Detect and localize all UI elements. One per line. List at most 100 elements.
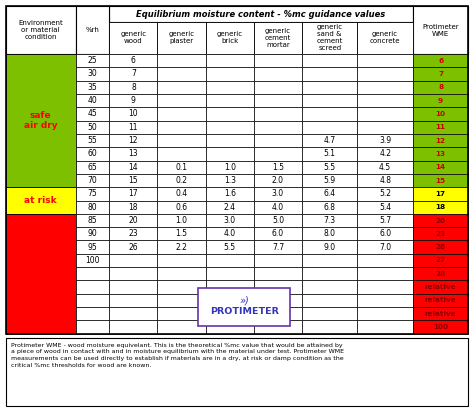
Text: 7: 7 (131, 70, 136, 78)
Bar (254, 214, 302, 227)
Bar (357, 121, 413, 134)
Bar (357, 54, 413, 67)
Text: 3.9: 3.9 (379, 136, 391, 145)
Text: 17: 17 (436, 191, 446, 197)
Text: generic
wood: generic wood (120, 31, 146, 44)
Text: 5.7: 5.7 (379, 216, 391, 225)
Bar (109, 121, 157, 134)
Text: Protimeter WME - wood moisture equivelant. This is the theoretical %mc value tha: Protimeter WME - wood moisture equivelan… (11, 343, 345, 368)
Bar (109, 281, 157, 294)
Text: 1.6: 1.6 (224, 190, 236, 198)
Bar (199, 288, 290, 326)
Text: 7: 7 (438, 71, 443, 77)
Text: 5.5: 5.5 (324, 163, 336, 172)
Bar (357, 267, 413, 281)
Bar (302, 107, 357, 121)
Bar (109, 67, 157, 81)
Bar (6, 187, 76, 214)
Text: 90: 90 (88, 229, 97, 238)
Text: 13: 13 (436, 151, 446, 157)
Text: 6.0: 6.0 (379, 229, 391, 238)
Text: generic
cement
mortar: generic cement mortar (265, 28, 291, 48)
Bar (109, 174, 157, 187)
Bar (76, 6, 109, 54)
Text: 8: 8 (131, 83, 136, 92)
Bar (302, 214, 357, 227)
Text: 2.2: 2.2 (176, 243, 188, 252)
Bar (413, 281, 468, 294)
Bar (357, 147, 413, 161)
Text: 1.5: 1.5 (175, 229, 188, 238)
Bar (357, 281, 413, 294)
Bar (76, 67, 109, 81)
Bar (357, 134, 413, 147)
Bar (254, 241, 302, 254)
Text: 4.0: 4.0 (272, 203, 284, 212)
Text: 2.0: 2.0 (272, 176, 284, 185)
Bar (302, 81, 357, 94)
Bar (302, 241, 357, 254)
Bar (413, 147, 468, 161)
Text: 15: 15 (128, 176, 138, 185)
Text: 0.4: 0.4 (175, 190, 188, 198)
Text: 10: 10 (436, 111, 446, 117)
Text: 65: 65 (88, 163, 97, 172)
Bar (413, 94, 468, 107)
Text: 14: 14 (128, 163, 138, 172)
Text: 5.1: 5.1 (324, 150, 336, 158)
Text: 11: 11 (128, 123, 138, 132)
Bar (357, 201, 413, 214)
Text: 25: 25 (88, 56, 97, 65)
Bar (157, 267, 206, 281)
Text: 5.0: 5.0 (272, 216, 284, 225)
Bar (413, 227, 468, 241)
Bar (413, 134, 468, 147)
Text: generic
concrete: generic concrete (370, 31, 401, 44)
Text: 1.0: 1.0 (175, 216, 188, 225)
Text: 18: 18 (436, 204, 446, 210)
Text: 4.8: 4.8 (379, 176, 391, 185)
Text: 26: 26 (436, 244, 446, 250)
Bar (254, 22, 302, 54)
Text: PROTIMETER: PROTIMETER (210, 307, 279, 316)
Text: 13: 13 (128, 150, 138, 158)
Bar (109, 214, 157, 227)
Text: 95: 95 (88, 243, 97, 252)
Bar (413, 294, 468, 307)
Bar (413, 54, 468, 67)
Text: Environment
or material
condition: Environment or material condition (18, 20, 63, 40)
Bar (157, 121, 206, 134)
Bar (254, 161, 302, 174)
Text: 0.2: 0.2 (175, 176, 188, 185)
Bar (254, 321, 302, 334)
Bar (302, 294, 357, 307)
Bar (206, 267, 254, 281)
Bar (109, 147, 157, 161)
Bar (302, 307, 357, 321)
Bar (6, 6, 468, 334)
Text: 1.3: 1.3 (224, 176, 236, 185)
Bar (302, 147, 357, 161)
Bar (76, 147, 109, 161)
Text: 6: 6 (131, 56, 136, 65)
Bar (109, 6, 413, 22)
Bar (302, 94, 357, 107)
Text: 55: 55 (88, 136, 97, 145)
Text: 40: 40 (88, 96, 97, 105)
Bar (157, 22, 206, 54)
Bar (76, 267, 109, 281)
Text: relative: relative (425, 284, 456, 290)
Bar (302, 281, 357, 294)
Text: 20: 20 (436, 218, 446, 223)
Bar (157, 147, 206, 161)
Text: 7.7: 7.7 (272, 243, 284, 252)
Bar (206, 81, 254, 94)
Bar (109, 107, 157, 121)
Bar (157, 187, 206, 201)
Bar (413, 174, 468, 187)
Bar (76, 54, 109, 67)
Bar (76, 107, 109, 121)
Bar (357, 81, 413, 94)
Bar (357, 307, 413, 321)
Bar (357, 94, 413, 107)
